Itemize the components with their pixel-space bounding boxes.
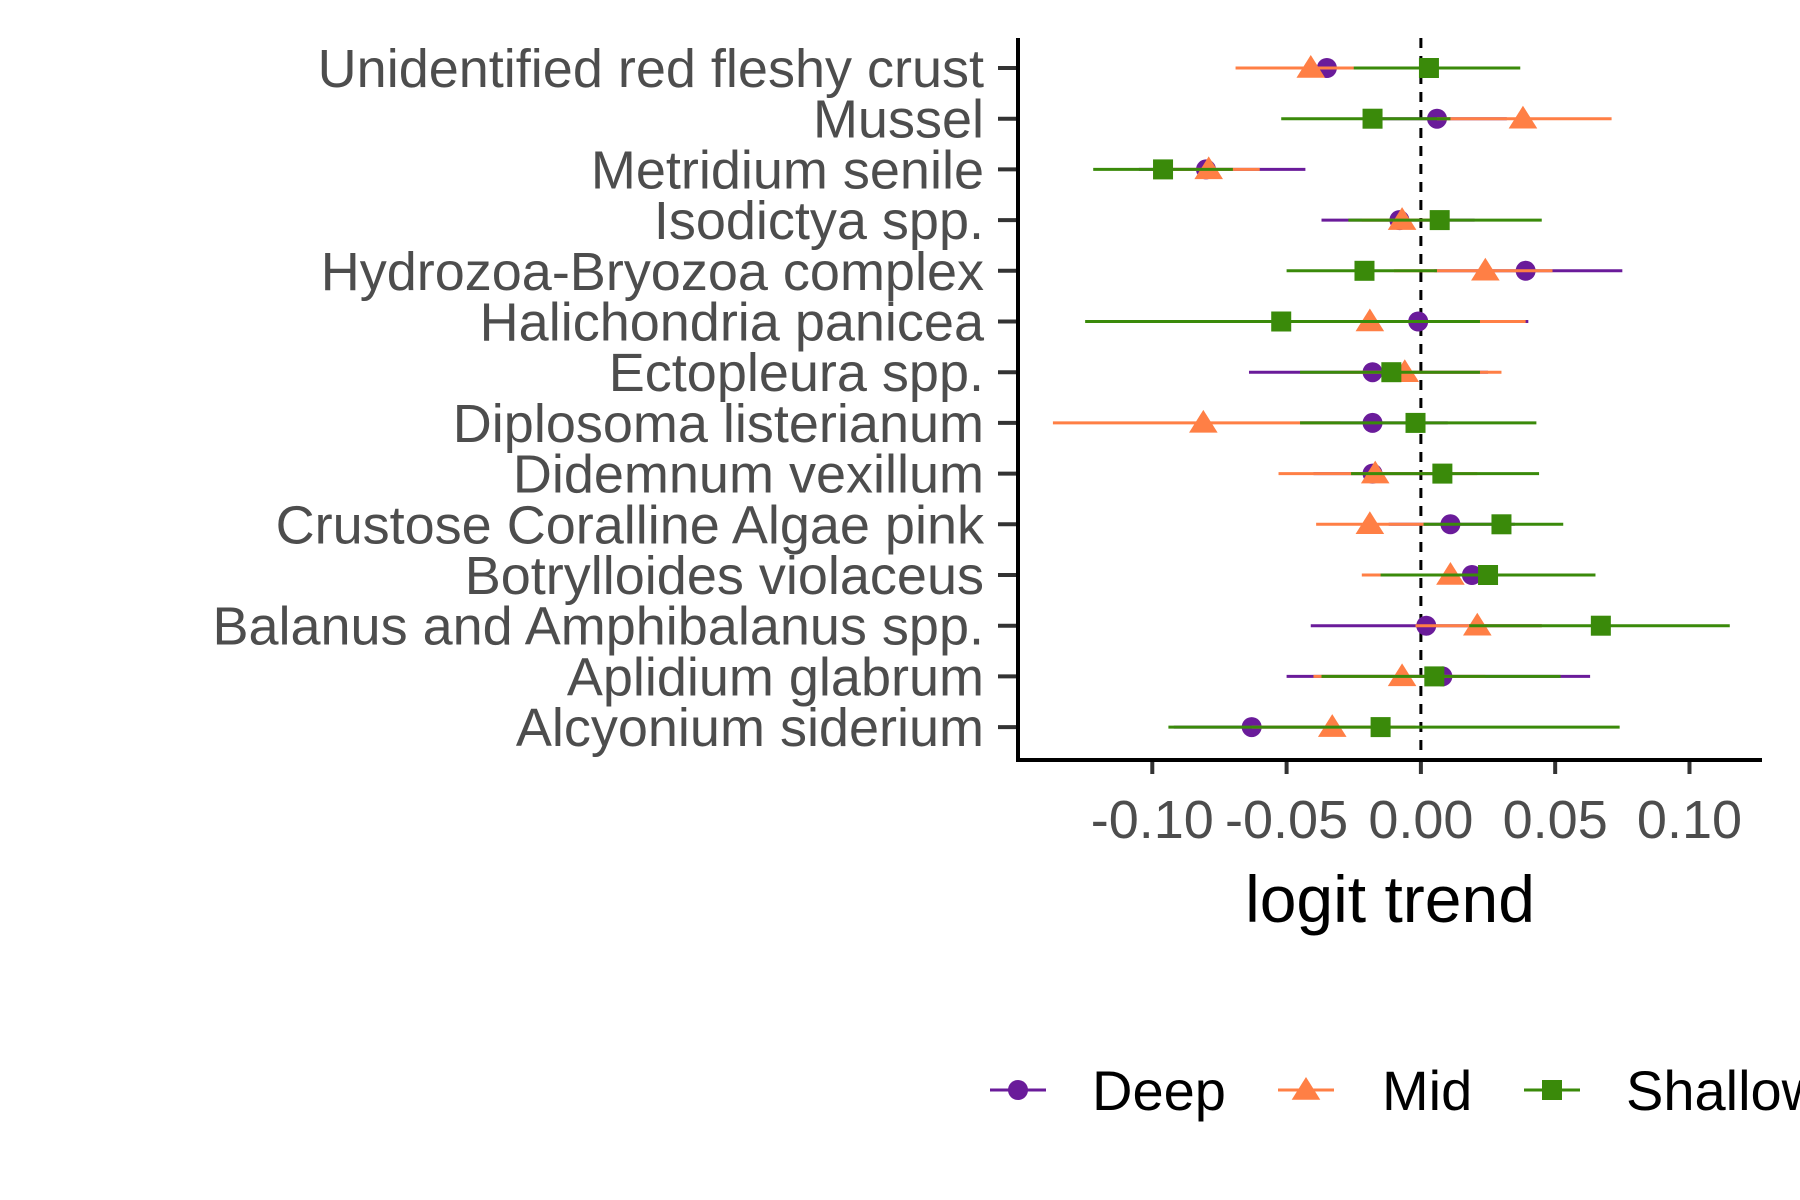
category-label-aplidium-glabrum: Aplidium glabrum: [567, 647, 984, 707]
point-mid-metridium-senile: [1194, 156, 1224, 180]
point-mid-mussel: [1508, 105, 1538, 129]
legend-item-deep: Deep: [990, 1059, 1226, 1122]
x-tick-label: 0.05: [1503, 790, 1608, 850]
point-mid-isodictya-spp: [1387, 207, 1417, 230]
x-axis-ticks: [1150, 760, 1692, 774]
point-shallow-diplosoma-listerianum: [1405, 412, 1426, 433]
point-mid-diplosoma-listerianum: [1189, 409, 1218, 433]
category-label-didemnum-vexillum: Didemnum vexillum: [513, 445, 984, 505]
point-shallow-mussel: [1362, 108, 1383, 129]
category-label-unidentified-red-fleshy-crust: Unidentified red fleshy crust: [318, 39, 984, 99]
legend: Deep Mid Shallow: [990, 1059, 1800, 1122]
x-tick-label: 0.10: [1637, 790, 1742, 850]
point-shallow-aplidium-glabrum: [1424, 666, 1445, 687]
point-mid-unidentified-red-fleshy-crust: [1296, 55, 1326, 78]
legend-item-shallow: Shallow: [1524, 1059, 1800, 1122]
point-shallow-metridium-senile: [1153, 159, 1174, 180]
legend-key-marker-mid: [1291, 1077, 1321, 1100]
legend-label-deep: Deep: [1092, 1059, 1226, 1122]
category-label-isodictya-spp: Isodictya spp.: [654, 191, 984, 251]
y-axis-ticks: [998, 66, 1018, 730]
point-mid-hydrozoa-bryozoa-complex: [1471, 257, 1500, 281]
point-shallow-unidentified-red-fleshy-crust: [1418, 58, 1439, 78]
point-shallow-balanus-and-amphibalanus-spp: [1590, 615, 1611, 636]
point-shallow-isodictya-spp: [1429, 210, 1450, 231]
x-tick-label: -0.05: [1225, 790, 1348, 850]
point-shallow-halichondria-panicea: [1271, 311, 1292, 332]
series-shallow: [1085, 58, 1730, 738]
category-label-diplosoma-listerianum: Diplosoma listerianum: [453, 394, 984, 454]
legend-key-marker-deep: [1008, 1080, 1028, 1100]
point-shallow-alcyonium-siderium: [1370, 717, 1391, 738]
category-label-botrylloides-violaceus: Botrylloides violaceus: [465, 546, 984, 606]
category-label-hydrozoa-bryozoa-complex: Hydrozoa-Bryozoa complex: [321, 242, 984, 302]
point-shallow-ectopleura-spp: [1381, 362, 1402, 383]
category-label-halichondria-panicea: Halichondria panicea: [480, 293, 985, 353]
category-labels: Unidentified red fleshy crustMusselMetri…: [212, 39, 985, 758]
point-shallow-botrylloides-violaceus: [1478, 565, 1499, 585]
x-tick-label: 0.00: [1368, 790, 1473, 850]
category-label-metridium-senile: Metridium senile: [591, 140, 984, 200]
category-label-alcyonium-siderium: Alcyonium siderium: [516, 698, 984, 758]
point-shallow-hydrozoa-bryozoa-complex: [1354, 260, 1375, 281]
x-axis-tick-labels: -0.10 -0.05 0.00 0.05 0.10: [1091, 790, 1742, 850]
point-mid-didemnum-vexillum: [1360, 460, 1390, 484]
legend-label-mid: Mid: [1382, 1059, 1472, 1122]
point-mid-crustose-coralline-algae-pink: [1355, 511, 1385, 535]
series-mid: [1052, 55, 1612, 737]
point-mid-aplidium-glabrum: [1387, 663, 1417, 687]
category-label-crustose-coralline-algae-pink: Crustose Coralline Algae pink: [276, 495, 985, 555]
legend-key-marker-shallow: [1542, 1080, 1562, 1100]
point-mid-alcyonium-siderium: [1317, 714, 1347, 737]
data-marks: [1052, 55, 1730, 738]
point-shallow-crustose-coralline-algae-pink: [1491, 514, 1512, 535]
x-tick-label: -0.10: [1091, 790, 1214, 850]
category-label-balanus-and-amphibalanus-spp: Balanus and Amphibalanus spp.: [212, 597, 984, 657]
x-axis-title: logit trend: [1245, 862, 1535, 936]
point-mid-botrylloides-violaceus: [1436, 562, 1465, 585]
legend-label-shallow: Shallow: [1626, 1059, 1800, 1122]
category-label-mussel: Mussel: [813, 90, 984, 150]
point-mid-halichondria-panicea: [1355, 308, 1385, 332]
series-deep: [1138, 58, 1623, 738]
legend-item-mid: Mid: [1278, 1059, 1472, 1122]
point-mid-balanus-and-amphibalanus-spp: [1462, 612, 1492, 636]
point-shallow-didemnum-vexillum: [1432, 463, 1453, 484]
category-label-ectopleura-spp: Ectopleura spp.: [609, 343, 984, 403]
